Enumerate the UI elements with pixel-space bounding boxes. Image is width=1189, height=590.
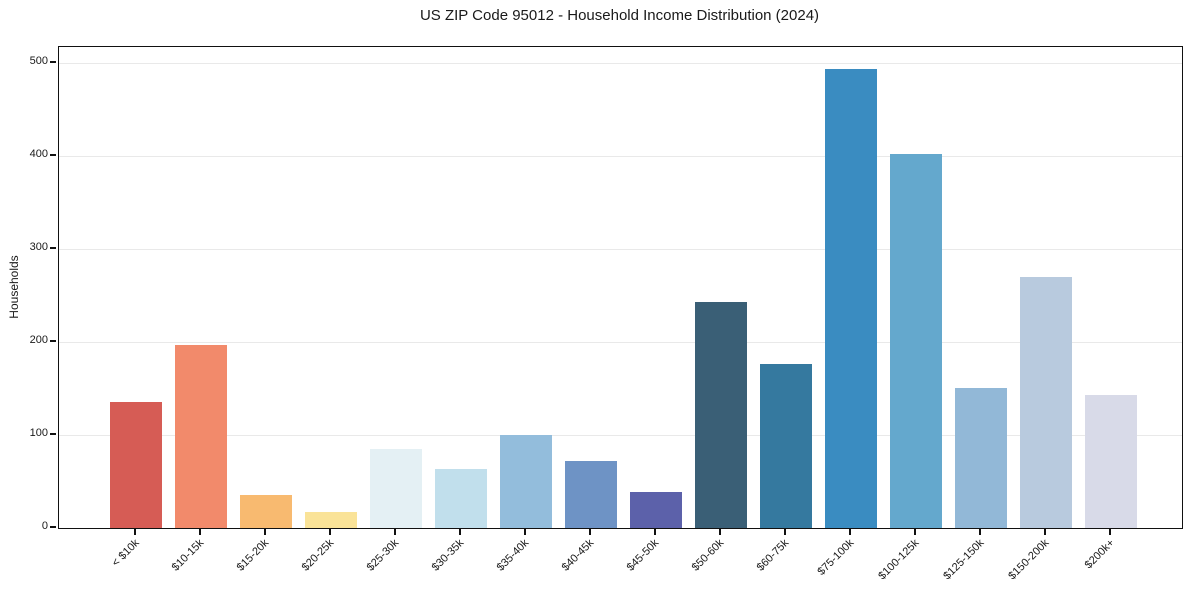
x-tick-label: $10-15k — [169, 537, 207, 574]
x-tick-mark — [329, 529, 331, 535]
bar-10k — [110, 402, 162, 528]
bar-15-20k — [240, 495, 292, 528]
chart-title: US ZIP Code 95012 - Household Income Dis… — [419, 7, 820, 24]
bar-50-60k — [695, 302, 747, 528]
bar-40-45k — [565, 461, 617, 528]
bar-20-25k — [305, 512, 357, 528]
bar-10-15k — [175, 344, 227, 528]
x-tick-mark — [849, 529, 851, 535]
x-tick-mark — [524, 529, 526, 535]
x-tick-label: $125-150k — [941, 537, 987, 583]
gridline-500 — [59, 62, 1182, 64]
gridline-200 — [59, 341, 1182, 343]
x-tick-mark — [459, 529, 461, 535]
x-tick-mark — [719, 529, 721, 535]
x-tick-mark — [1109, 529, 1111, 535]
x-tick-mark — [264, 529, 266, 535]
x-tick-label: < $10k — [109, 537, 142, 570]
x-tick-label: $15-20k — [234, 537, 272, 574]
bar-60-75k — [760, 364, 812, 528]
bar-100-125k — [890, 154, 942, 528]
x-tick-label: $35-40k — [494, 537, 532, 574]
x-tick-label: $150-200k — [1006, 537, 1052, 583]
bar-150-200k — [1020, 276, 1072, 528]
y-tick-mark — [50, 526, 56, 528]
bar-45-50k — [630, 491, 682, 528]
y-tick-mark — [50, 340, 56, 342]
x-tick-label: $60-75k — [754, 537, 792, 574]
bar-200k+ — [1085, 395, 1137, 528]
bar-35-40k — [500, 435, 552, 528]
y-tick-label: 0 — [41, 520, 48, 532]
x-tick-label: $40-45k — [559, 537, 597, 574]
bar-30-35k — [435, 469, 487, 528]
x-tick-mark — [394, 529, 396, 535]
y-tick-mark — [50, 61, 56, 63]
y-tick-label: 400 — [29, 148, 48, 160]
gridline-400 — [59, 155, 1182, 157]
y-axis-label: Households — [7, 255, 21, 319]
x-tick-label: $50-60k — [689, 537, 727, 574]
x-tick-mark — [1044, 529, 1046, 535]
y-tick-mark — [50, 247, 56, 249]
x-tick-label: $45-50k — [624, 537, 662, 574]
x-tick-label: $75-100k — [815, 537, 857, 578]
x-tick-label: $20-25k — [299, 537, 337, 574]
x-tick-mark — [914, 529, 916, 535]
plot-area — [58, 46, 1183, 529]
x-tick-label: $100-125k — [876, 537, 922, 583]
gridline-300 — [59, 248, 1182, 250]
x-tick-label: $25-30k — [364, 537, 402, 574]
x-tick-mark — [654, 529, 656, 535]
y-tick-label: 200 — [29, 334, 48, 346]
bar-75-100k — [825, 68, 877, 528]
x-tick-mark — [199, 529, 201, 535]
x-tick-label: $200k+ — [1082, 537, 1117, 572]
y-tick-label: 300 — [29, 241, 48, 253]
bar-125-150k — [955, 387, 1007, 528]
x-tick-label: $30-35k — [429, 537, 467, 574]
y-tick-label: 500 — [29, 55, 48, 67]
y-tick-label: 100 — [29, 427, 48, 439]
x-tick-mark — [589, 529, 591, 535]
x-tick-mark — [979, 529, 981, 535]
gridline-100 — [59, 434, 1182, 436]
x-tick-mark — [784, 529, 786, 535]
y-tick-mark — [50, 433, 56, 435]
x-tick-mark — [134, 529, 136, 535]
bar-25-30k — [370, 448, 422, 528]
y-tick-mark — [50, 154, 56, 156]
